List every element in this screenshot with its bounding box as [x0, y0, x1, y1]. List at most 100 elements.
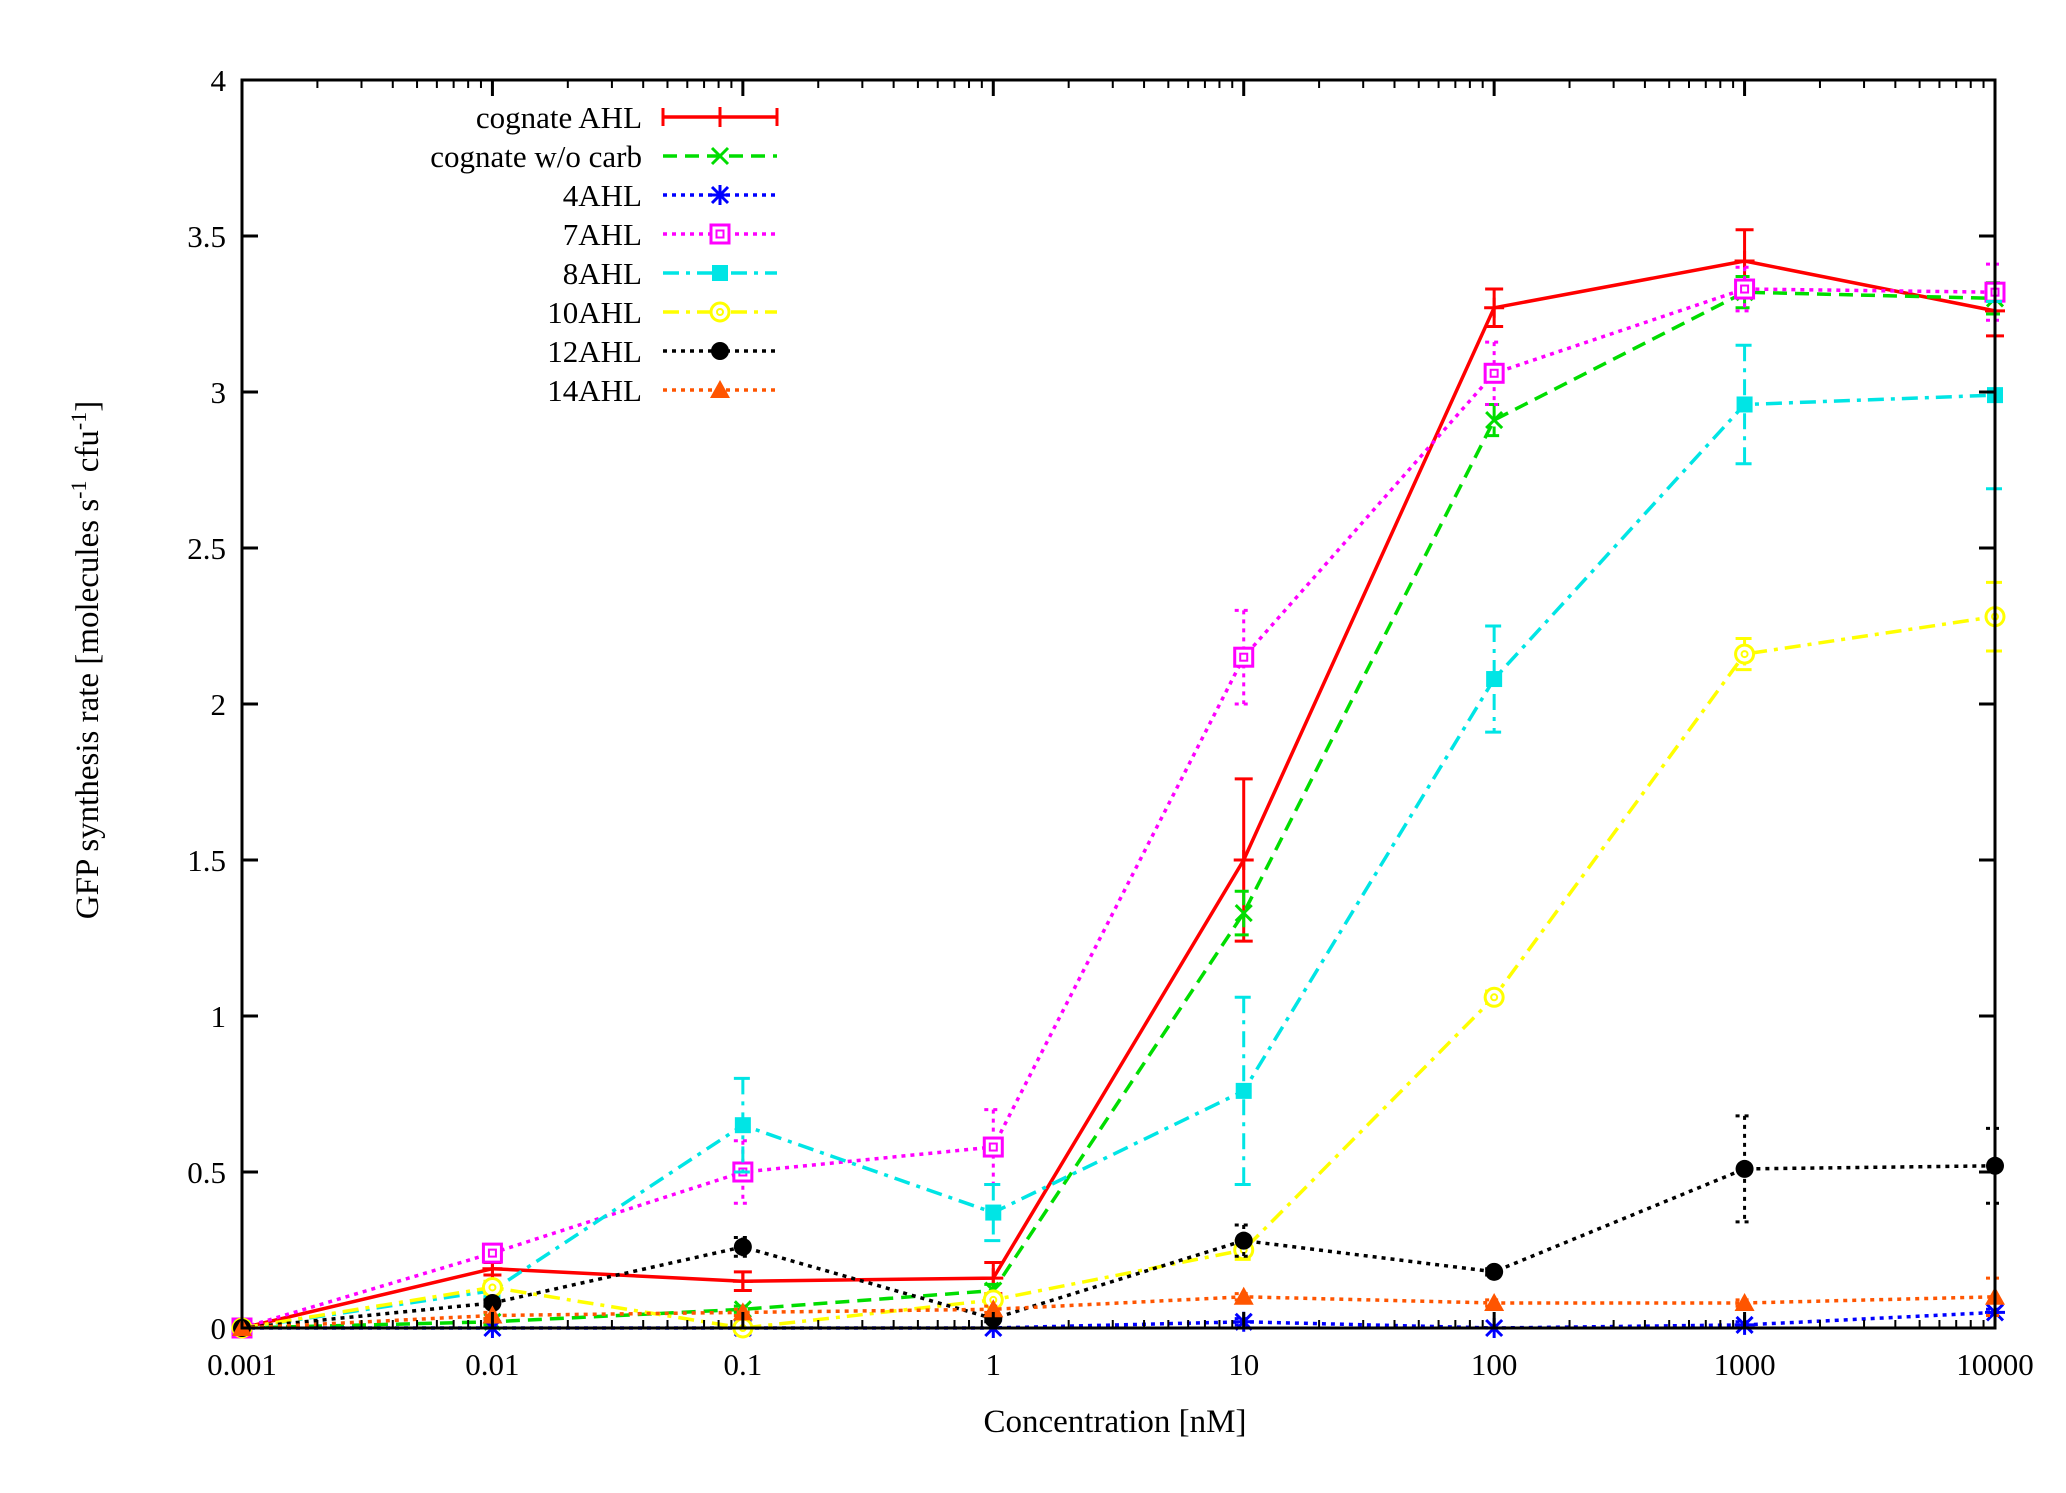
data-point-5-5: [1483, 986, 1505, 1008]
series-4: [234, 300, 2004, 1336]
data-point-3-6-inner: [1740, 284, 1750, 294]
legend-marker-0: [710, 107, 730, 127]
data-point-7-2: [732, 1302, 753, 1321]
error-bar-3-5: [1485, 340, 1504, 406]
y-tick-label-3: 1.5: [187, 843, 226, 878]
data-point-3-1-outer: [481, 1242, 503, 1264]
data-point-4-3: [985, 1204, 1002, 1221]
data-point-3-4-outer: [1233, 646, 1255, 668]
data-point-3-1-inner: [487, 1248, 497, 1258]
data-point-3-6: [1734, 278, 1756, 300]
data-point-3-3-inner: [988, 1142, 998, 1152]
data-point-5-5-inner: [1490, 993, 1499, 1002]
data-point-7-3: [983, 1299, 1004, 1318]
y-axis-label-mid: cfu: [70, 430, 106, 480]
y-tick-label-5: 2.5: [187, 531, 226, 566]
x-tick-label-3: 1: [986, 1347, 1002, 1382]
x-tick-label-2: 0.1: [723, 1347, 762, 1382]
data-point-4-6: [1736, 396, 1753, 413]
legend-marker-4: [712, 265, 728, 281]
data-point-6-2: [733, 1237, 752, 1256]
legend-marker-7: [710, 380, 730, 398]
y-tick-label-6: 3: [211, 375, 227, 410]
series-line-1: [241, 290, 1996, 1330]
error-bar-4-5: [1485, 624, 1504, 734]
data-point-7-4: [1233, 1286, 1254, 1305]
x-tick-label-0: 0.001: [207, 1347, 277, 1382]
data-point-5-1-inner: [488, 1283, 497, 1292]
data-point-5-6-outer: [1734, 643, 1756, 665]
data-point-6-6: [1735, 1159, 1754, 1178]
data-point-7-6: [1734, 1293, 1755, 1312]
legend-label-7: 14AHL: [547, 373, 642, 408]
legend-marker-2: [710, 185, 730, 205]
y-tick-label-7: 3.5: [187, 219, 226, 254]
data-point-6-1: [483, 1294, 502, 1313]
legend-marker-3-inner: [715, 229, 725, 239]
error-bar-6-4: [1234, 1223, 1253, 1258]
legend-marker-5: [709, 301, 731, 323]
series-line-4: [241, 393, 1996, 1330]
data-point-3-4: [1233, 646, 1255, 668]
series-line-7: [241, 1295, 1996, 1330]
data-point-0-4: [1233, 850, 1254, 870]
y-axis-label: GFP synthesis rate [molecules s-1 cfu-1]: [66, 401, 107, 919]
legend-marker-6: [711, 342, 729, 360]
data-point-3-3: [982, 1136, 1004, 1158]
legend-marker-3-outer: [709, 223, 731, 245]
legend-marker-5-inner: [716, 308, 724, 316]
legend-label-6: 12AHL: [547, 334, 642, 369]
data-point-0-5: [1484, 297, 1505, 318]
y-tick-label-0: 0: [211, 1311, 227, 1346]
series-line-5: [241, 614, 1996, 1330]
y-axis-label-main: GFP synthesis rate [molecules s: [70, 499, 106, 919]
data-point-4-2: [734, 1117, 751, 1134]
legend-label-0: cognate AHL: [476, 100, 642, 135]
data-point-3-6-outer: [1734, 278, 1756, 300]
x-axis-label: Concentration [nM]: [983, 1404, 1246, 1440]
y-axis-label-end: ]: [70, 401, 106, 412]
data-point-4-4: [1235, 1082, 1252, 1099]
data-point-4-5: [1486, 671, 1503, 688]
data-point-1-4: [1234, 903, 1253, 923]
error-bar-6-6: [1735, 1114, 1754, 1224]
x-tick-label-6: 1000: [1714, 1347, 1776, 1382]
y-tick-label-2: 1: [211, 999, 227, 1034]
data-point-3-3-outer: [982, 1136, 1004, 1158]
legend: cognate AHL cognate w/o carb 4AHL 7AHL 8AHL 1…: [430, 100, 779, 408]
legend-marker-1: [710, 146, 730, 166]
y-axis-label-sup2: -1: [66, 412, 91, 430]
data-point-6-4: [1234, 1231, 1253, 1250]
data-point-5-1: [481, 1276, 503, 1298]
series-line-2: [242, 1310, 1996, 1330]
data-point-3-5-inner: [1489, 368, 1499, 378]
data-point-7-5: [1484, 1293, 1505, 1312]
x-tick-label-1: 0.01: [465, 1347, 519, 1382]
legend-label-4: 8AHL: [563, 256, 642, 291]
y-tick-label-4: 2: [211, 687, 227, 722]
data-point-5-1-outer: [481, 1276, 503, 1298]
data-point-3-4-inner: [1239, 652, 1249, 662]
data-point-0-2: [732, 1271, 753, 1292]
y-tick-label-1: 0.5: [187, 1155, 226, 1190]
data-point-6-5: [1485, 1262, 1504, 1281]
series-line-0: [241, 259, 1996, 1330]
legend-label-1: cognate w/o carb: [430, 139, 642, 174]
legend-label-5: 10AHL: [547, 295, 642, 330]
axes: 0.001 0.01 0.1 1 10 100 1000 10000 0 0.5 1 1.5 2 2.5 3…: [187, 63, 2034, 1382]
error-bar-1-4: [1234, 889, 1253, 937]
x-tick-label-7: 10000: [1956, 1347, 2034, 1382]
x-tick-label-5: 100: [1471, 1347, 1518, 1382]
series-layer: [231, 228, 2006, 1339]
data-point-3-5: [1483, 362, 1505, 384]
legend-marker-5-outer: [709, 301, 731, 323]
legend-errorbar-caps: [661, 108, 779, 126]
legend-label-3: 7AHL: [563, 217, 642, 252]
y-axis-label-sup1: -1: [66, 480, 91, 498]
data-point-3-1: [481, 1242, 503, 1264]
x-tick-label-4: 10: [1228, 1347, 1259, 1382]
data-point-5-6: [1734, 643, 1756, 665]
data-point-5-5-outer: [1483, 986, 1505, 1008]
data-point-3-5-outer: [1483, 362, 1505, 384]
